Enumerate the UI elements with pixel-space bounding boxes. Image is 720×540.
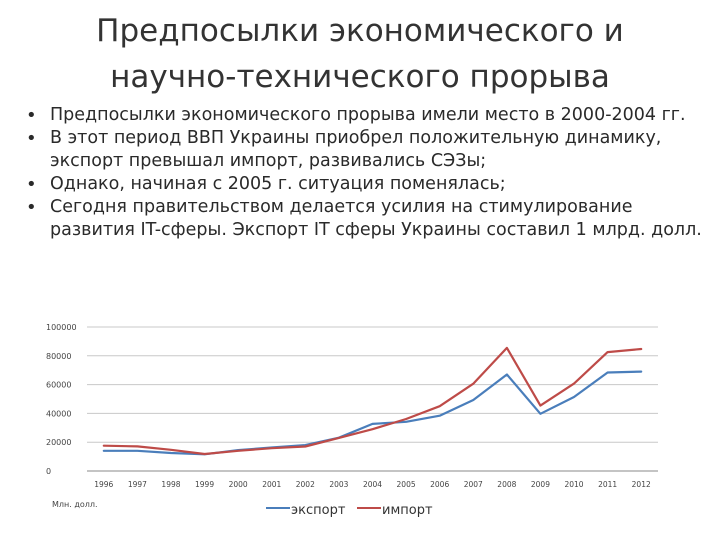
x-tick-label: 1996 [94,480,113,489]
x-tick-label: 1999 [195,480,214,489]
x-tick-label: 2009 [531,480,550,489]
legend-label: импорт [382,503,433,518]
title-line-1: Предпосылки экономического и [96,13,624,49]
bullet-list: Предпосылки экономического прорыва имели… [26,104,710,242]
trade-line-chart: 0 20000 40000 60000 80000 100000 1996 1997 1998… [46,323,658,518]
slide-title: Предпосылки экономического и научно-техн… [0,8,720,100]
x-tick-label: 2002 [296,480,315,489]
y-tick-label: 20000 [46,438,71,447]
bullet-item: В этот период ВВП Украины приобрел полож… [26,127,710,173]
x-tick-label: 2008 [497,480,516,489]
x-tick-label: 2010 [564,480,583,489]
x-tick-label: 1997 [128,480,147,489]
x-tick-label: 2006 [430,480,449,489]
bullet-item: Сегодня правительством делается усилия н… [26,196,710,242]
x-tick-label: 1998 [161,480,180,489]
series-line-export [102,370,643,456]
series-line-import [102,346,643,456]
legend-label: экспорт [291,503,346,518]
y-tick-label: 40000 [46,409,71,418]
x-tick-label: 2012 [632,480,651,489]
bullet-item: Предпосылки экономического прорыва имели… [26,104,710,127]
x-tick-label: 2003 [329,480,348,489]
title-line-2: научно-технического прорыва [110,59,610,95]
y-tick-label: 60000 [46,381,71,390]
x-tick-label: 2007 [464,480,483,489]
y-tick-label: 0 [46,467,51,476]
y-axis-unit-label: Млн. долл. [52,500,98,509]
bullet-item: Однако, начиная с 2005 г. ситуация помен… [26,173,710,196]
x-tick-label: 2004 [363,480,382,489]
x-tick-label: 2005 [397,480,416,489]
y-tick-label: 100000 [46,323,77,332]
x-tick-label: 2000 [229,480,248,489]
x-tick-label: 2011 [598,480,617,489]
y-tick-label: 80000 [46,352,71,361]
x-tick-label: 2001 [262,480,281,489]
